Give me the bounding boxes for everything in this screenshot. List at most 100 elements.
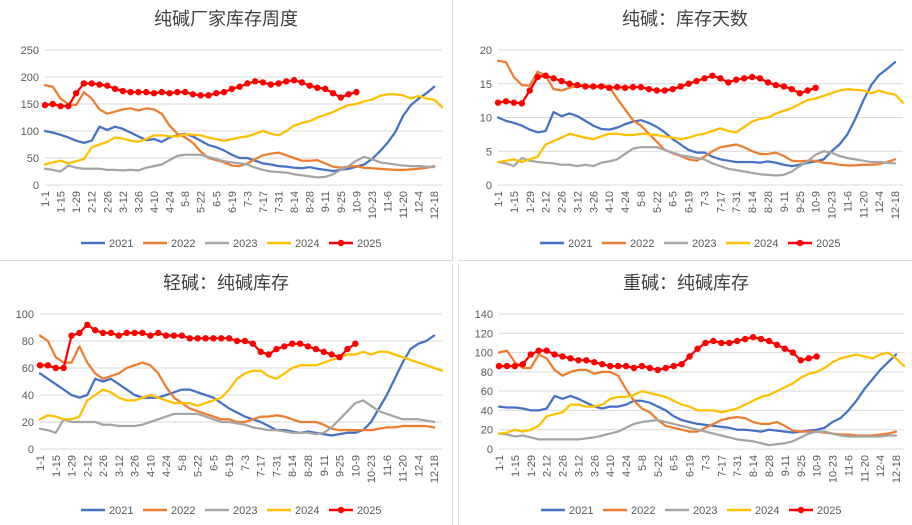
- x-tick-label: 4-10: [145, 455, 157, 477]
- series-point-2025: [805, 355, 812, 362]
- series-point-2025: [49, 100, 56, 108]
- x-tick-label: 2-26: [102, 191, 114, 213]
- series-point-2025: [322, 85, 329, 93]
- series-point-2025: [220, 88, 228, 96]
- series-point-2025: [717, 75, 724, 82]
- series-point-2025: [150, 90, 158, 97]
- x-tick-label: 10-23: [367, 191, 379, 219]
- series-point-2025: [606, 362, 614, 370]
- series-point-2025: [669, 85, 676, 93]
- series-point-2025: [244, 80, 251, 87]
- x-tick-label: 2-12: [87, 191, 99, 213]
- series-point-2025: [336, 354, 343, 361]
- y-tick-label: 200: [21, 72, 39, 84]
- x-tick-label: 9-25: [796, 455, 808, 477]
- x-tick-label: 1-15: [509, 191, 521, 213]
- chart-title: 纯碱厂家库存周度: [154, 9, 298, 30]
- series-point-2025: [251, 78, 259, 85]
- series-point-2025: [162, 332, 170, 339]
- series-point-2025: [510, 99, 518, 106]
- x-tick-label: 4-24: [161, 455, 173, 477]
- series-point-2025: [503, 362, 511, 370]
- y-tick-label: 100: [475, 348, 493, 360]
- series-point-2025: [582, 83, 589, 90]
- series-point-2025: [320, 348, 327, 355]
- series-point-2025: [653, 87, 661, 94]
- x-tick-label: 11-6: [382, 455, 394, 476]
- series-point-2025: [621, 84, 629, 92]
- x-tick-label: 7-17: [258, 191, 270, 213]
- x-tick-label: 1-1: [35, 455, 47, 471]
- series-point-2025: [575, 357, 582, 364]
- series-point-2025: [693, 77, 700, 85]
- series-point-2025: [329, 90, 337, 97]
- x-tick-label: 12-18: [891, 455, 903, 483]
- x-tick-label: 7-3: [700, 455, 712, 471]
- series-point-2025: [107, 329, 115, 337]
- legend-label-2025: 2025: [816, 238, 840, 250]
- x-tick-label: 7-31: [271, 455, 283, 477]
- series-point-2025: [80, 80, 88, 87]
- x-tick-label: 10-9: [812, 455, 824, 477]
- legend-label-2021: 2021: [568, 238, 592, 250]
- x-tick-label: 1-29: [525, 191, 537, 213]
- y-tick-label: 15: [480, 79, 492, 91]
- series-point-2025: [135, 88, 142, 96]
- y-tick-label: 20: [481, 425, 493, 437]
- y-tick-label: 40: [481, 405, 493, 417]
- series-point-2025: [694, 345, 701, 352]
- x-tick-label: 4-10: [149, 191, 161, 213]
- x-tick-label: 8-28: [305, 191, 317, 213]
- series-point-2025: [511, 362, 519, 370]
- series-point-2025: [139, 329, 146, 337]
- series-point-2025: [756, 75, 764, 82]
- series-point-2025: [213, 90, 220, 97]
- series-point-2025: [233, 337, 241, 345]
- series-point-2025: [275, 80, 282, 87]
- x-tick-label: 10-9: [811, 191, 823, 213]
- x-tick-label: 3-12: [572, 191, 584, 213]
- series-point-2025: [298, 79, 306, 86]
- x-tick-label: 4-24: [620, 191, 632, 213]
- series-point-2025: [566, 80, 573, 87]
- y-tick-label: 60: [481, 386, 493, 398]
- series-point-2025: [764, 79, 772, 86]
- series-point-2025: [542, 72, 549, 79]
- series-point-2025: [202, 335, 209, 342]
- series-point-2025: [181, 88, 189, 96]
- x-tick-label: 2-26: [98, 455, 110, 477]
- series-point-2025: [210, 335, 217, 342]
- legend-marker-2025: [337, 506, 345, 514]
- x-tick-label: 12-18: [429, 191, 441, 219]
- legend-label-2023: 2023: [692, 238, 716, 250]
- x-tick-label: 12-18: [429, 455, 441, 483]
- x-tick-label: 3-12: [118, 191, 130, 213]
- series-point-2025: [591, 359, 598, 366]
- y-tick-label: 120: [475, 328, 493, 340]
- legend-label-2024: 2024: [755, 505, 779, 517]
- x-tick-label: 7-31: [731, 191, 743, 213]
- series-point-2025: [495, 362, 503, 370]
- series-line-2024: [43, 93, 444, 166]
- y-tick-label: 0: [486, 180, 492, 192]
- series-point-2025: [115, 332, 123, 339]
- series-point-2025: [773, 341, 781, 349]
- series-point-2025: [709, 72, 716, 79]
- series-point-2025: [155, 329, 162, 337]
- series-point-2025: [502, 98, 510, 105]
- x-tick-label: 10-23: [828, 455, 840, 483]
- series-point-2025: [312, 345, 320, 353]
- series-point-2025: [740, 75, 748, 82]
- x-tick-label: 1-29: [526, 455, 538, 477]
- x-tick-label: 12-4: [413, 455, 425, 477]
- chart-inventory-days: 纯碱：库存天数 0 5 10 15 20 1-1 1-15 1-29 2-12 2-26 3-12 3-…: [480, 9, 905, 250]
- x-tick-label: 8-14: [287, 455, 299, 477]
- legend-label-2025: 2025: [817, 505, 841, 517]
- series-point-2025: [645, 85, 653, 93]
- series-point-2025: [352, 340, 359, 347]
- series-line-2024: [497, 351, 906, 435]
- x-tick-label: 3-26: [133, 191, 145, 213]
- y-tick-label: 100: [16, 309, 34, 321]
- series-point-2025: [558, 77, 565, 85]
- y-tick-label: 0: [487, 444, 493, 456]
